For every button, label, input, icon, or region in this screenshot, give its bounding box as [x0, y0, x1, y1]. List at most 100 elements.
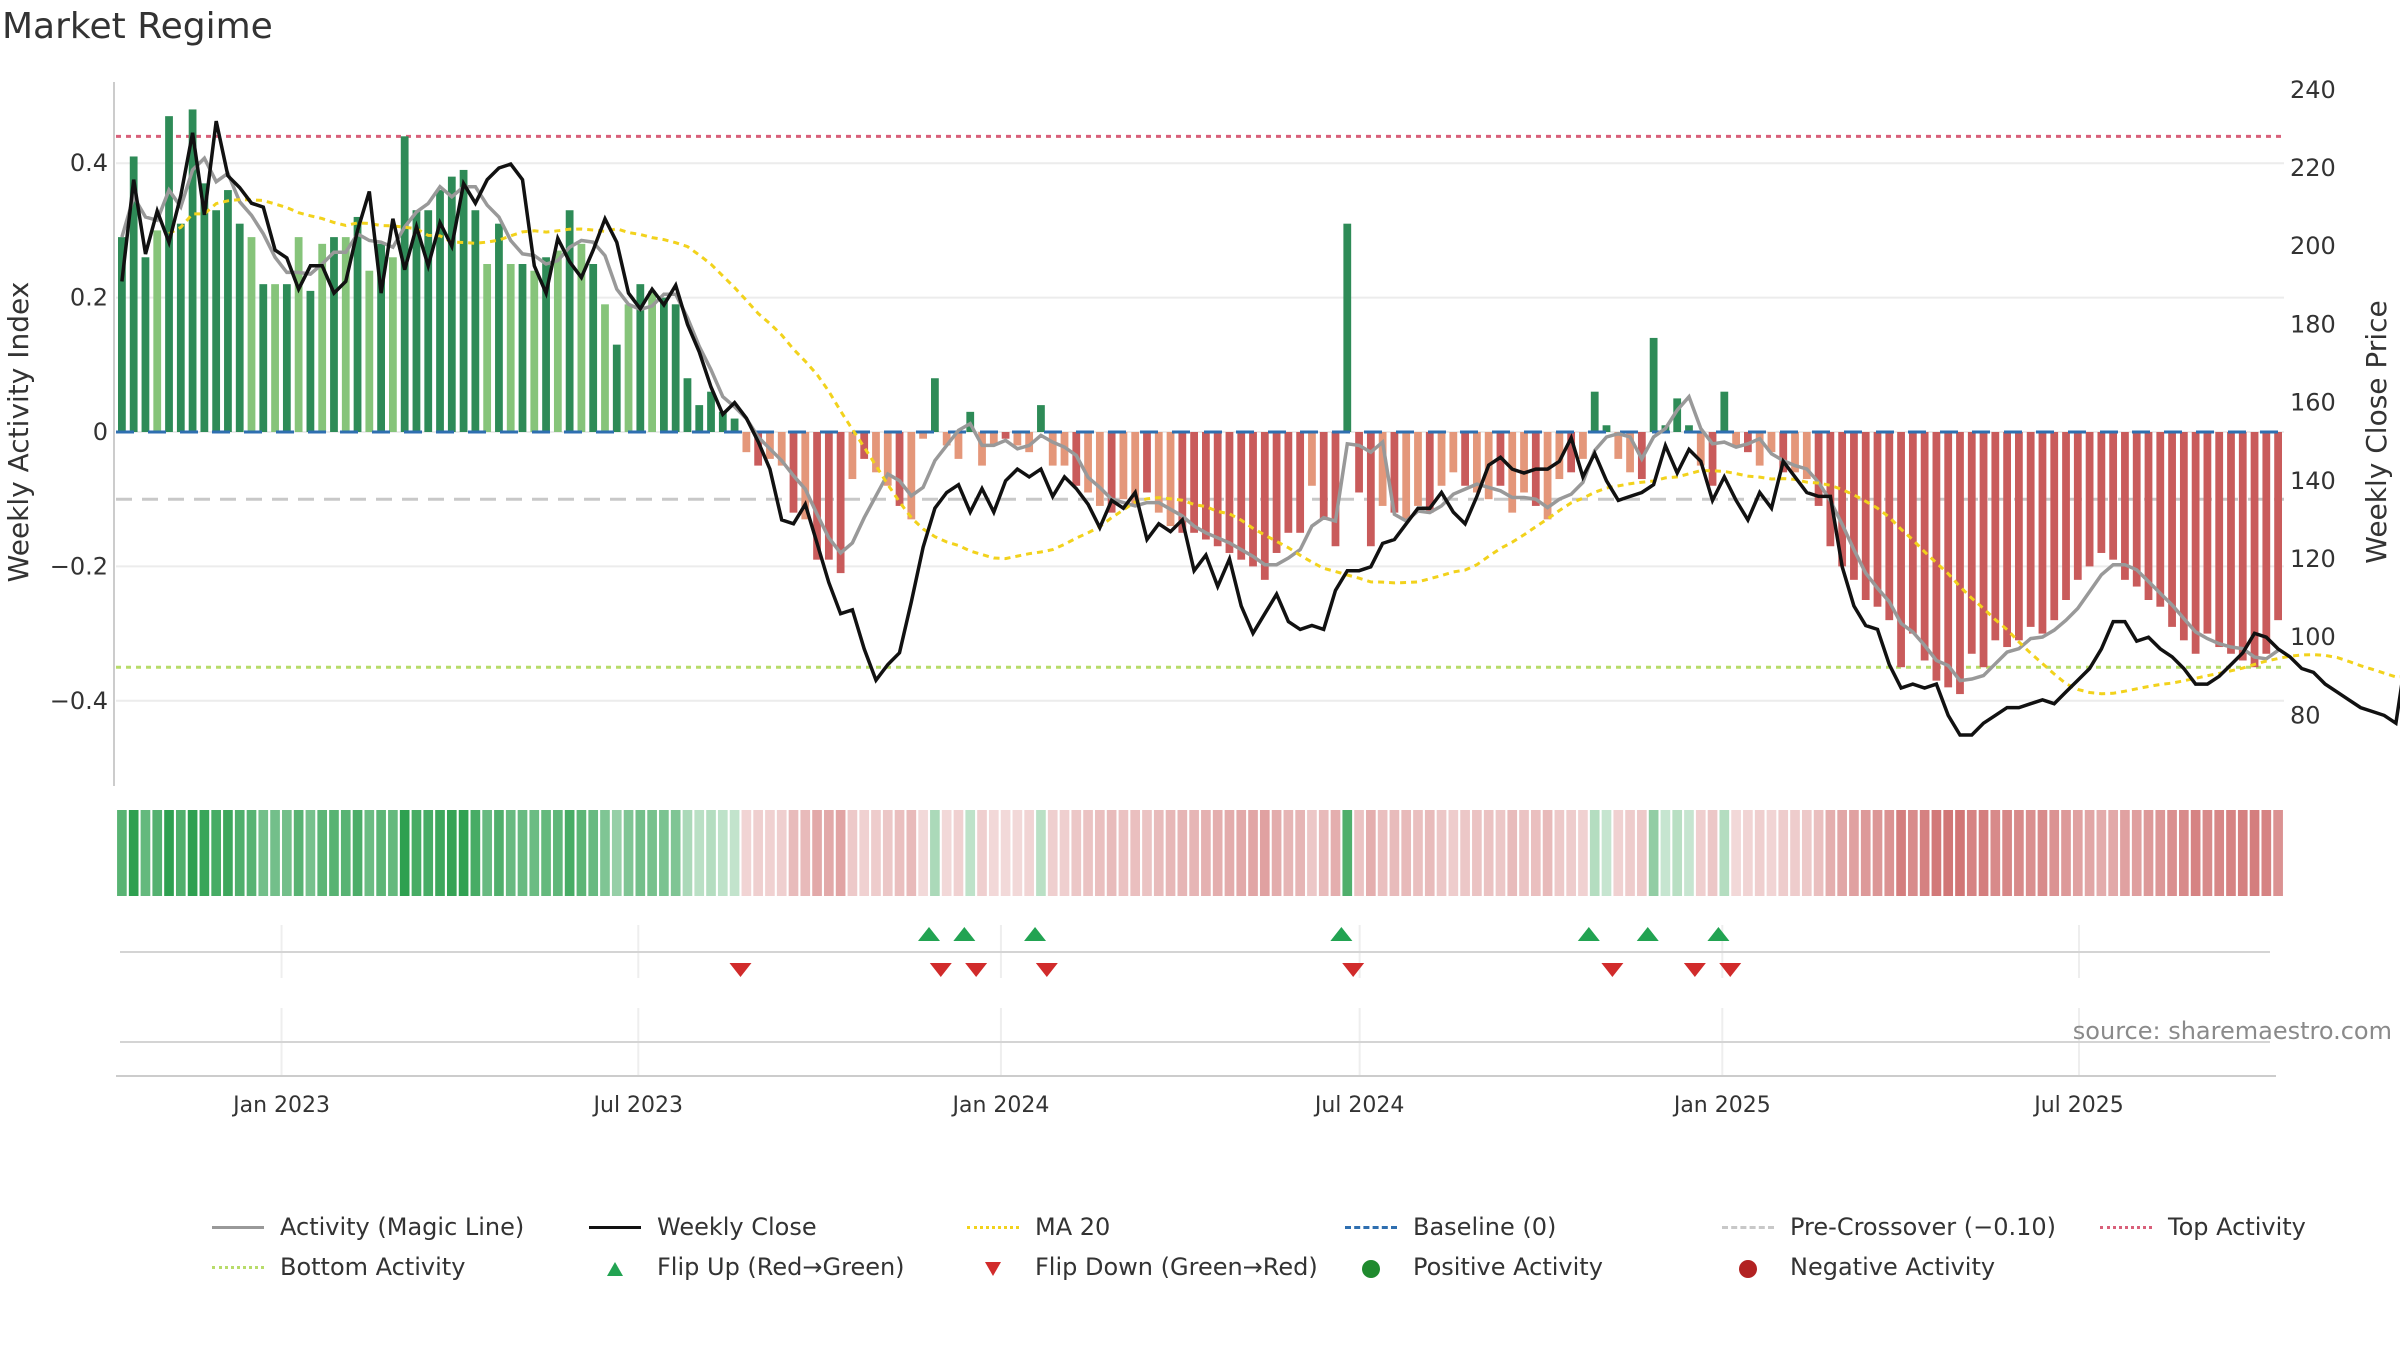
activity-bar: [1225, 432, 1234, 553]
activity-bar: [471, 210, 480, 432]
legend-label: Baseline (0): [1413, 1213, 1557, 1241]
activity-bar: [636, 284, 645, 432]
activity-bar: [459, 169, 468, 433]
activity-bar: [718, 411, 727, 432]
activity-bar: [294, 237, 303, 432]
right-axis-title: Weekly Close Price: [2360, 300, 2393, 563]
activity-bar: [589, 264, 598, 432]
regime-strip-cell: [1271, 810, 1282, 896]
regime-strip-cell: [588, 810, 599, 896]
flip-down-marker: [929, 963, 952, 977]
activity-bar: [200, 183, 209, 432]
legend-label: MA 20: [1035, 1213, 1111, 1241]
activity-bar: [1378, 432, 1387, 506]
regime-strip-cell: [2037, 810, 2048, 896]
regime-strip-cell: [1519, 810, 1529, 896]
activity-bar: [648, 290, 656, 432]
regime-strip-cell: [529, 810, 540, 896]
regime-strip-cell: [1012, 810, 1023, 896]
legend-label: Flip Up (Red→Green): [657, 1253, 905, 1281]
weekly-close-line: [120, 120, 2400, 737]
activity-bar: [1390, 432, 1399, 513]
positive-dot-icon: [1343, 1257, 1399, 1278]
regime-strip-cell: [187, 810, 198, 896]
activity-bar: [1673, 398, 1682, 432]
regime-strip-cell: [411, 810, 422, 896]
regime-strip-cell: [282, 810, 292, 896]
activity-bar: [553, 250, 562, 432]
regime-strip-cell: [2002, 810, 2012, 896]
activity-bar: [1885, 432, 1894, 621]
regime-strip-cell: [835, 810, 846, 896]
legend-item-top-activity: Top Activity: [2098, 1212, 2358, 1242]
activity-bar: [766, 432, 774, 459]
activity-bar: [1967, 432, 1976, 654]
axes: 0.4 0.2 0 −0.2 −0.4 240 220 200 180 160 140 120 100 8…: [2, 76, 2393, 1118]
activity-bar: [1037, 405, 1045, 432]
regime-strip-cell: [1672, 810, 1683, 896]
magic-line: [120, 155, 2280, 683]
activity-bar: [518, 264, 527, 432]
regime-strip-cell: [977, 810, 987, 896]
ma20-swatch: [965, 1217, 1021, 1237]
activity-bar: [860, 432, 869, 459]
activity-bar: [377, 243, 385, 432]
legend-label: Weekly Close: [657, 1213, 817, 1241]
regime-strip-cell: [871, 810, 881, 896]
activity-bar: [2109, 432, 2118, 560]
regime-strip-cell: [576, 810, 587, 896]
activity-bar: [1143, 432, 1151, 493]
regime-strip-cell: [1766, 810, 1777, 896]
activity-bar: [2179, 432, 2188, 641]
regime-strip-cell: [1637, 810, 1647, 896]
regime-strip-cell: [2226, 810, 2236, 896]
legend-label: Positive Activity: [1413, 1253, 1603, 1281]
regime-strip-cell: [1059, 810, 1070, 896]
regime-strip-cell: [1000, 810, 1011, 896]
activity-bar: [1284, 432, 1293, 533]
activity-bar: [660, 297, 668, 432]
flip-down-marker: [1719, 963, 1742, 977]
regime-strip-cell: [364, 810, 375, 896]
activity-bar: [2238, 432, 2247, 661]
regime-strip-cell: [729, 810, 740, 896]
activity-bar: [1602, 425, 1611, 432]
activity-bar: [271, 284, 279, 432]
activity-bar: [848, 432, 857, 480]
flip-up-marker: [1636, 927, 1659, 941]
activity-bar: [1590, 391, 1599, 432]
regime-strip-cell: [824, 810, 834, 896]
flip-down-marker: [965, 963, 988, 977]
activity-bar: [754, 432, 763, 466]
regime-strip-cell: [1825, 810, 1836, 896]
regime-strip-cell: [140, 810, 151, 896]
activity-bar: [1107, 432, 1116, 513]
regime-strip-cell: [2214, 810, 2225, 896]
regime-strip-cell: [117, 810, 127, 896]
regime-strip-cell: [128, 810, 139, 896]
weekly-close-swatch: [587, 1217, 643, 1237]
activity-bar: [1308, 432, 1316, 486]
regime-strip-cell: [211, 810, 221, 896]
legend-label: Flip Down (Green→Red): [1035, 1253, 1318, 1281]
regime-strip-cell: [600, 810, 610, 896]
bottom-activity-swatch: [210, 1257, 266, 1277]
activity-bar: [483, 264, 492, 432]
activity-bars: [118, 109, 2282, 695]
regime-strip-cell: [1731, 810, 1741, 896]
activity-bar: [2038, 432, 2047, 634]
activity-bar: [1178, 432, 1187, 533]
activity-bar: [1944, 432, 1953, 688]
left-axis-title: Weekly Activity Index: [2, 282, 35, 583]
activity-bar: [330, 237, 338, 432]
regime-strip-cell: [1342, 810, 1353, 896]
top-activity-swatch: [2098, 1217, 2154, 1237]
legend-item-weekly-close: Weekly Close: [587, 1212, 965, 1242]
activity-bar: [1767, 432, 1776, 453]
activity-bar: [2073, 432, 2082, 580]
legend-label: Pre-Crossover (−0.10): [1790, 1213, 2057, 1241]
regime-strip-cell: [753, 810, 763, 896]
activity-bar: [282, 284, 291, 432]
regime-strip-cell: [1083, 810, 1093, 896]
activity-bar: [601, 304, 609, 432]
